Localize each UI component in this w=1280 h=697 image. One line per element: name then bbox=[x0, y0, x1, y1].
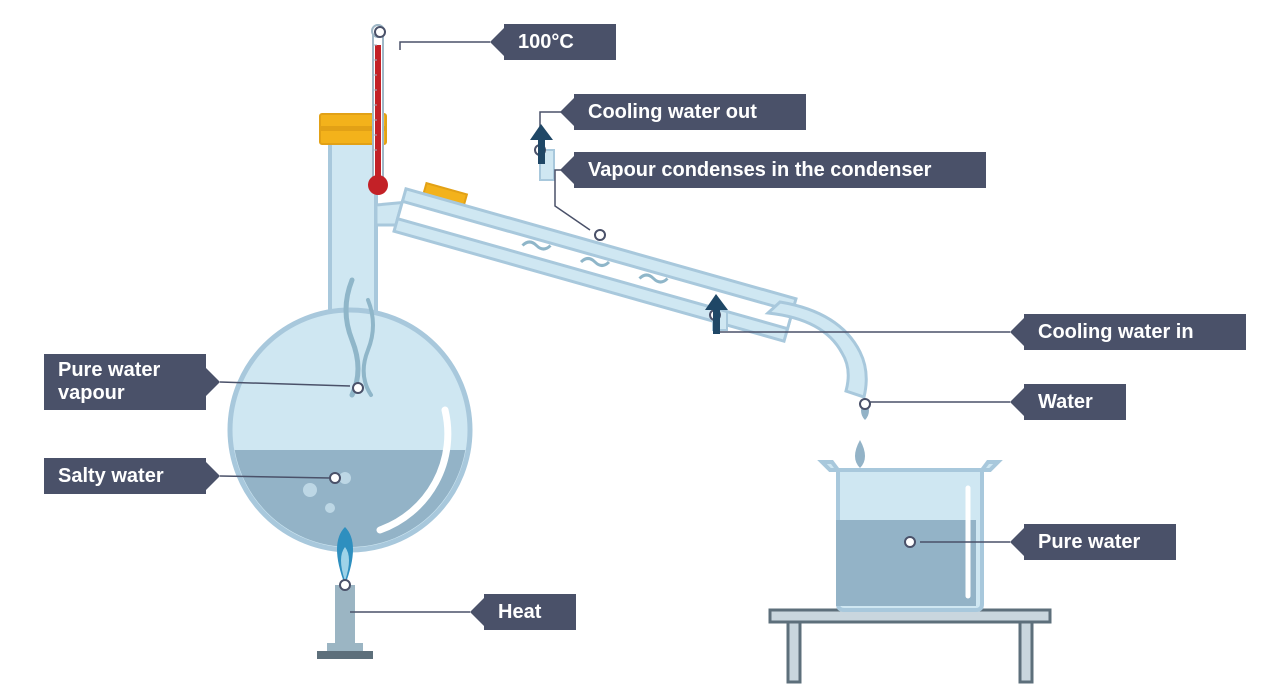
label-cooling-out: Cooling water out bbox=[570, 90, 810, 134]
label-cooling-in: Cooling water in bbox=[1020, 310, 1250, 354]
distillation-diagram: 100°C Cooling water out Vapour condenses… bbox=[0, 0, 1280, 697]
label-pure-vapour: Pure water vapour bbox=[40, 350, 210, 414]
label-pure-water: Pure water bbox=[1020, 520, 1180, 564]
label-temperature: 100°C bbox=[500, 20, 620, 64]
label-water: Water bbox=[1020, 380, 1130, 424]
label-condense: Vapour condenses in the condenser bbox=[570, 148, 990, 192]
label-heat: Heat bbox=[480, 590, 580, 634]
label-salty-water: Salty water bbox=[40, 454, 210, 498]
